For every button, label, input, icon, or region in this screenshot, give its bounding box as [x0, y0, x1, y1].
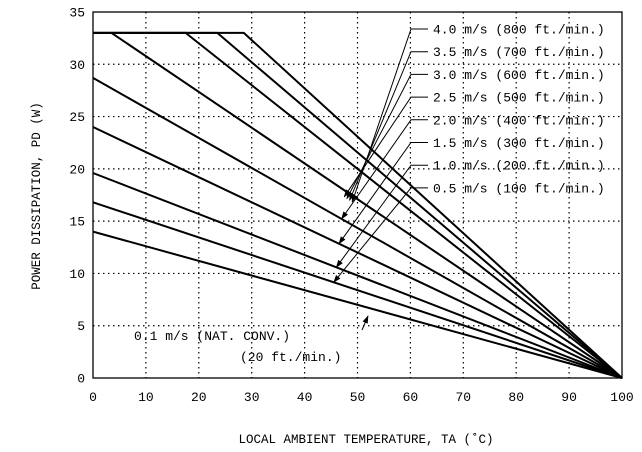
y-tick-label: 25: [69, 110, 85, 125]
series-label-nat-conv: 0.1 m/s (NAT. CONV.): [134, 329, 290, 344]
series-line: [92, 201, 623, 379]
series-label: 4.0 m/s (800 ft./min.): [433, 23, 605, 38]
series-line: [93, 31, 623, 379]
series-line: [92, 230, 623, 379]
y-tick-label: 0: [77, 372, 85, 387]
x-axis-label: LOCAL AMBIENT TEMPERATURE, TA (˚C): [238, 433, 493, 447]
series-label-layer: 4.0 m/s (800 ft./min.) 3.5 m/s (700 ft./m…: [134, 23, 605, 366]
x-tick-label: 10: [138, 390, 154, 405]
x-tick-label: 40: [297, 390, 313, 405]
plot-frame: [92, 11, 623, 379]
y-tick-label: 5: [77, 319, 85, 334]
series-line: [92, 172, 623, 379]
y-tick-label: 30: [69, 58, 85, 73]
series-line: [93, 31, 623, 379]
leader-layer: [333, 28, 428, 331]
series-label: 3.5 m/s (700 ft./min.): [433, 45, 605, 60]
series-layer: [92, 31, 623, 379]
x-tick-label: 90: [561, 390, 577, 405]
y-axis-label: POWER DISSIPATION, PD (W): [30, 102, 44, 290]
series-label: 0.5 m/s (100 ft./min.): [433, 181, 605, 196]
x-tick-label: 50: [350, 390, 366, 405]
leader-arrow: [333, 187, 428, 283]
x-tick-label: 100: [610, 390, 633, 405]
tick-layer: 0 10 20 30 40 50 60 70 80 90 100 0 5 10 15 20 25 30 35: [69, 6, 633, 406]
x-tick-label: 20: [191, 390, 207, 405]
x-tick-label: 60: [403, 390, 419, 405]
series-label: 2.0 m/s (400 ft./min.): [433, 113, 605, 128]
x-tick-label: 0: [89, 390, 97, 405]
y-tick-label: 20: [69, 162, 85, 177]
series-label: 1.5 m/s (300 ft./min.): [433, 136, 605, 151]
series-label-nat-conv-line2: (20 ft./min.): [240, 350, 341, 365]
series-label: 2.5 m/s (500 ft./min.): [433, 91, 605, 106]
series-line: [93, 31, 623, 379]
y-tick-label: 15: [69, 215, 85, 230]
leader-arrow: [343, 96, 428, 198]
leader-arrow: [351, 28, 428, 203]
leader-arrow: [349, 51, 428, 202]
leader-arrow: [341, 119, 428, 220]
leader-arrow: [335, 164, 428, 268]
y-tick-label: 35: [69, 6, 85, 21]
series-label: 1.0 m/s (200 ft./min.): [433, 159, 605, 174]
leader-arrow: [346, 73, 428, 200]
series-line: [92, 77, 623, 379]
x-tick-label: 70: [455, 390, 471, 405]
x-tick-label: 80: [508, 390, 524, 405]
leader-arrow-nat-conv: [361, 315, 369, 331]
y-tick-label: 10: [69, 267, 85, 282]
x-tick-label: 30: [244, 390, 260, 405]
series-label: 3.0 m/s (600 ft./min.): [433, 68, 605, 83]
leader-arrow: [338, 142, 428, 245]
